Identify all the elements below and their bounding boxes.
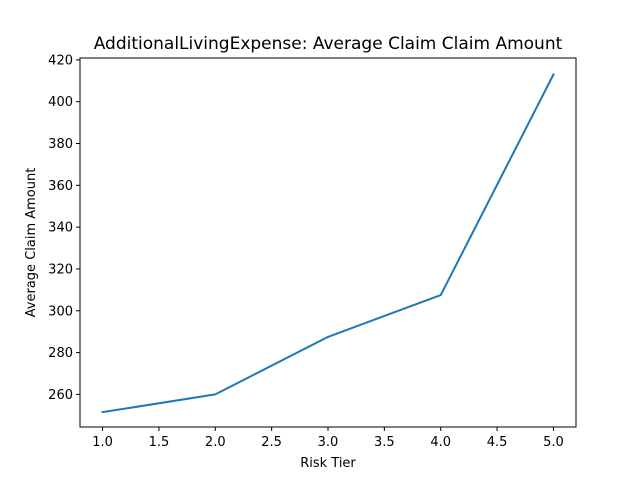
y-tick-label: 340 [48,221,73,236]
y-tick-label: 320 [48,262,73,277]
x-tick-label: 1.0 [92,435,113,450]
y-tick-label: 260 [48,388,73,403]
x-tick-label: 3.5 [374,435,395,450]
x-tick-label: 1.5 [149,435,170,450]
y-tick-label: 360 [48,179,73,194]
x-tick-label: 2.5 [261,435,282,450]
series-line-0 [101,73,555,414]
y-tick-label: 420 [48,53,73,68]
y-axis-ticks: 260 280 300 320 340 360 380 400 420 [48,53,80,403]
y-tick-label: 300 [48,304,73,319]
x-axis-label: Risk Tier [300,456,356,471]
y-tick-label: 380 [48,137,73,152]
y-axis-label: Average Claim Amount [24,168,39,318]
chart-title: AdditionalLivingExpense: Average Claim C… [94,34,563,54]
x-tick-label: 4.0 [430,435,451,450]
x-tick-label: 5.0 [543,435,564,450]
x-axis-ticks: 1.0 1.5 2.0 2.5 3.0 3.5 4.0 4.5 5.0 [92,427,564,450]
plot-area [101,73,555,414]
x-tick-label: 2.0 [205,435,226,450]
y-tick-label: 280 [48,346,73,361]
y-tick-label: 400 [48,95,73,110]
x-tick-label: 4.5 [487,435,508,450]
x-tick-label: 3.0 [318,435,339,450]
